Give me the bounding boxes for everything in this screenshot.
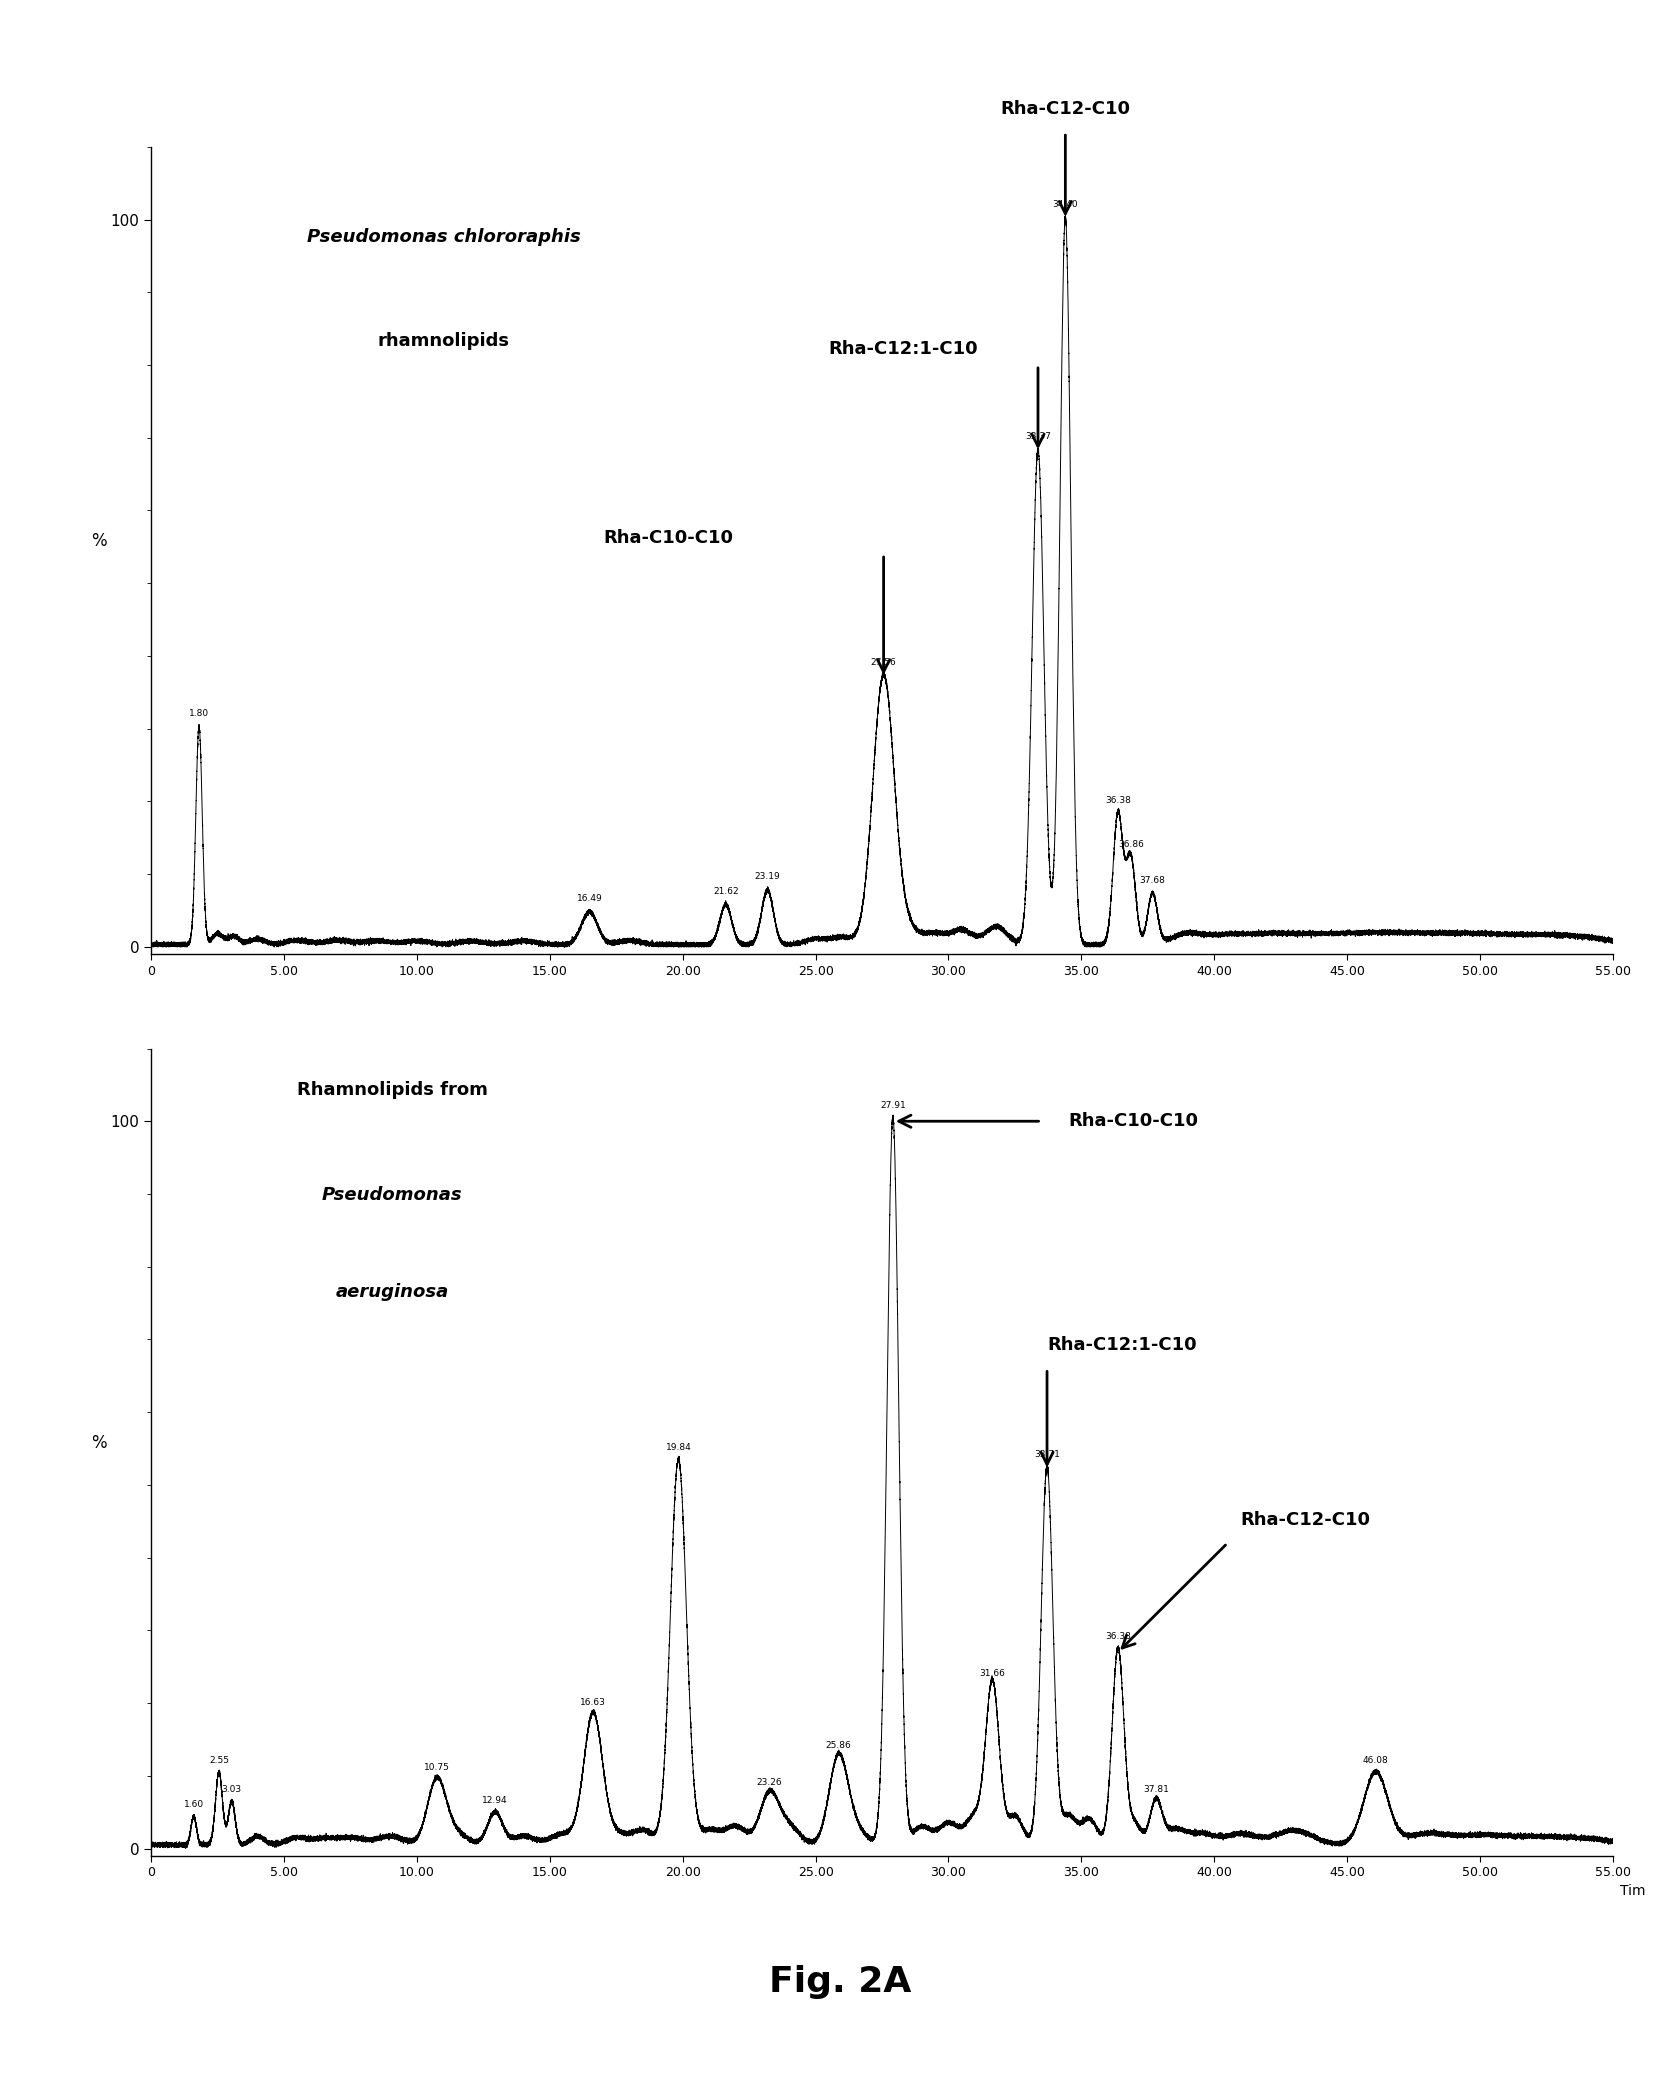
Text: 46.08: 46.08: [1362, 1755, 1389, 1766]
Text: 16.63: 16.63: [580, 1699, 606, 1707]
Text: Rha-C10-C10: Rha-C10-C10: [603, 528, 732, 547]
Text: 25.86: 25.86: [825, 1741, 852, 1751]
Text: Rhamnolipids from: Rhamnolipids from: [297, 1080, 487, 1099]
Text: Pseudomonas chlororaphis: Pseudomonas chlororaphis: [307, 229, 580, 245]
Text: 36.86: 36.86: [1117, 839, 1144, 849]
Y-axis label: %: %: [92, 533, 108, 552]
Text: 1.80: 1.80: [188, 709, 208, 717]
Text: rhamnolipids: rhamnolipids: [378, 333, 509, 350]
Text: Rha-C12-C10: Rha-C12-C10: [1242, 1510, 1371, 1529]
Y-axis label: %: %: [92, 1434, 108, 1451]
Text: 31.66: 31.66: [979, 1669, 1006, 1678]
Text: Rha-C12-C10: Rha-C12-C10: [1000, 101, 1131, 117]
Text: 27.91: 27.91: [880, 1101, 906, 1109]
Text: 37.81: 37.81: [1142, 1785, 1169, 1795]
Text: 2.55: 2.55: [208, 1755, 228, 1766]
Text: Rha-C12:1-C10: Rha-C12:1-C10: [828, 340, 978, 359]
Text: Pseudomonas: Pseudomonas: [323, 1185, 462, 1204]
Text: 27.56: 27.56: [870, 658, 897, 667]
Text: 19.84: 19.84: [665, 1443, 690, 1451]
Text: Fig. 2A: Fig. 2A: [769, 1965, 911, 1998]
Text: 23.26: 23.26: [756, 1778, 783, 1787]
Text: Tim: Tim: [1620, 1883, 1646, 1898]
Text: 1.60: 1.60: [183, 1799, 203, 1808]
Text: 34.40: 34.40: [1053, 199, 1079, 208]
Text: Rha-C12:1-C10: Rha-C12:1-C10: [1047, 1336, 1196, 1355]
Text: 12.94: 12.94: [482, 1795, 507, 1806]
Text: 3.03: 3.03: [222, 1785, 242, 1795]
Text: 16.49: 16.49: [576, 893, 603, 904]
Text: 33.37: 33.37: [1025, 432, 1052, 440]
Text: 21.62: 21.62: [712, 887, 739, 895]
Text: 37.68: 37.68: [1139, 877, 1166, 885]
Text: Rha-C10-C10: Rha-C10-C10: [1068, 1111, 1198, 1130]
Text: 10.75: 10.75: [423, 1764, 450, 1772]
Text: 36.38: 36.38: [1105, 1631, 1131, 1642]
Text: 23.19: 23.19: [754, 872, 780, 881]
Text: 33.71: 33.71: [1035, 1451, 1060, 1460]
Text: aeruginosa: aeruginosa: [336, 1283, 449, 1300]
Text: 36.38: 36.38: [1105, 797, 1131, 805]
